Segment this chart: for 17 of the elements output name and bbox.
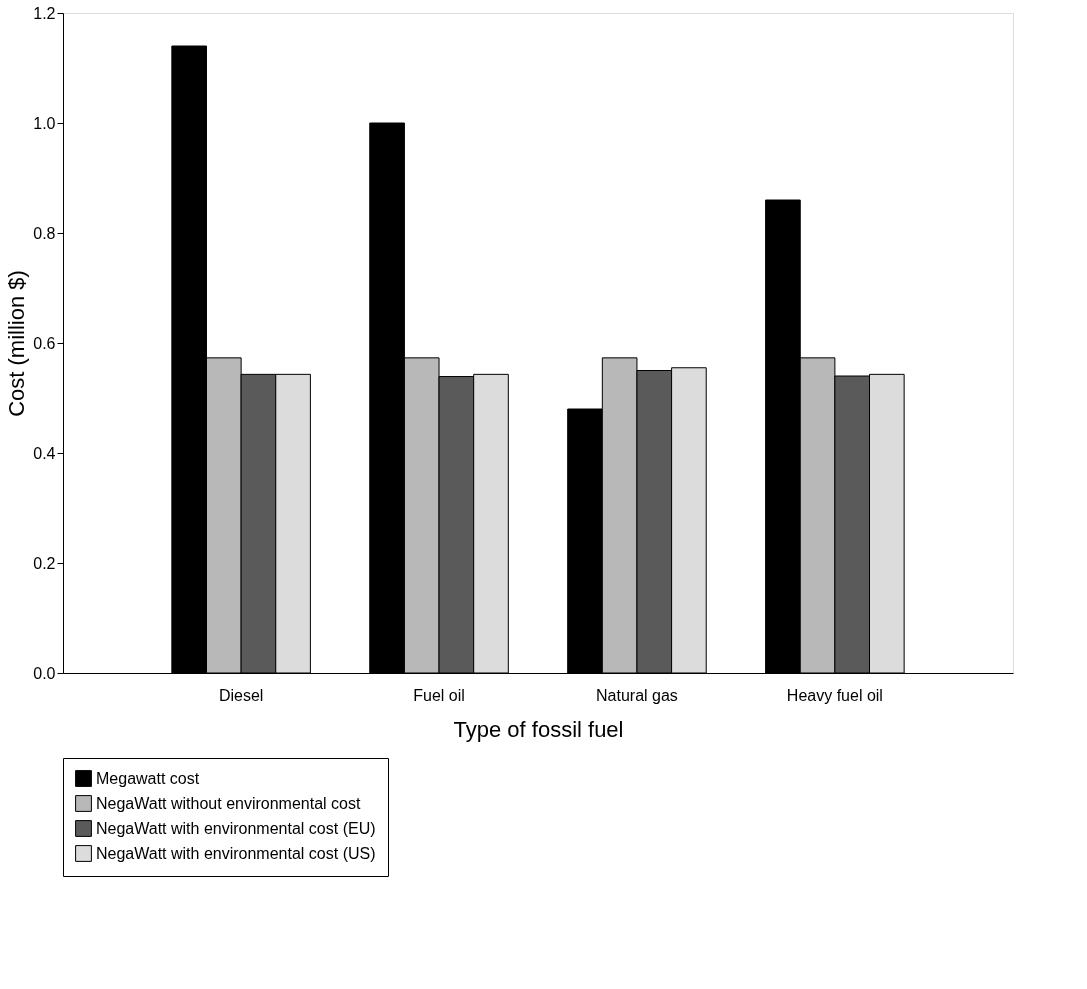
legend-label: Megawatt cost xyxy=(96,769,200,787)
y-tick-label: 1.2 xyxy=(33,4,56,22)
x-tick-label: Fuel oil xyxy=(413,686,465,704)
y-axis-title: Cost (million $) xyxy=(4,270,30,417)
x-tick-label: Diesel xyxy=(218,686,264,704)
x-axis-title: Type of fossil fuel xyxy=(453,716,624,742)
x-tick-label: Natural gas xyxy=(596,686,678,704)
y-tick-label: 0.6 xyxy=(33,334,56,352)
legend-label: NegaWatt without environmental cost xyxy=(96,794,361,812)
y-tick-label: 0.8 xyxy=(33,224,56,242)
y-tick-label: 0.0 xyxy=(33,664,56,682)
legend-label: NegaWatt with environmental cost (US) xyxy=(96,844,376,862)
legend-label: NegaWatt with environmental cost (EU) xyxy=(96,819,376,837)
x-tick-label: Heavy fuel oil xyxy=(786,686,883,704)
y-tick-label: 0.4 xyxy=(33,444,56,462)
y-tick-label: 0.2 xyxy=(33,554,56,572)
y-tick-label: 1.0 xyxy=(33,114,56,132)
